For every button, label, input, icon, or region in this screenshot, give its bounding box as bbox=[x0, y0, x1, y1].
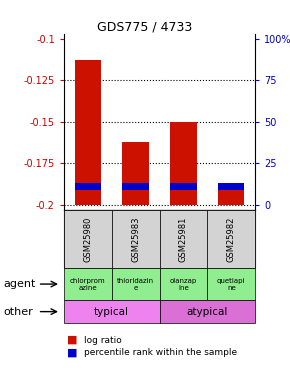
Bar bbox=[218, 185, 244, 205]
Text: thioridazin
e: thioridazin e bbox=[117, 278, 154, 291]
Bar bbox=[122, 183, 149, 190]
Bar bbox=[75, 183, 101, 190]
FancyBboxPatch shape bbox=[64, 268, 112, 300]
Text: chlorprom
azine: chlorprom azine bbox=[70, 278, 106, 291]
Text: GSM25981: GSM25981 bbox=[179, 216, 188, 262]
Text: GSM25982: GSM25982 bbox=[227, 216, 236, 262]
Bar bbox=[122, 142, 149, 205]
Bar bbox=[75, 60, 101, 205]
FancyBboxPatch shape bbox=[64, 300, 160, 323]
Text: GDS775 / 4733: GDS775 / 4733 bbox=[97, 21, 193, 34]
Text: GSM25980: GSM25980 bbox=[83, 216, 92, 262]
Bar bbox=[170, 183, 197, 190]
FancyBboxPatch shape bbox=[160, 210, 207, 268]
Bar bbox=[170, 122, 197, 205]
Text: other: other bbox=[3, 307, 33, 316]
FancyBboxPatch shape bbox=[160, 268, 207, 300]
Text: atypical: atypical bbox=[187, 307, 228, 316]
FancyBboxPatch shape bbox=[64, 210, 112, 268]
Text: ■: ■ bbox=[67, 335, 77, 345]
Text: GSM25983: GSM25983 bbox=[131, 216, 140, 262]
Text: typical: typical bbox=[94, 307, 129, 316]
FancyBboxPatch shape bbox=[112, 268, 160, 300]
FancyBboxPatch shape bbox=[160, 300, 255, 323]
Text: percentile rank within the sample: percentile rank within the sample bbox=[84, 348, 237, 357]
Bar bbox=[218, 183, 244, 190]
FancyBboxPatch shape bbox=[112, 210, 160, 268]
Text: quetiapi
ne: quetiapi ne bbox=[217, 278, 246, 291]
Text: olanzap
ine: olanzap ine bbox=[170, 278, 197, 291]
Text: log ratio: log ratio bbox=[84, 336, 122, 345]
FancyBboxPatch shape bbox=[207, 210, 255, 268]
FancyBboxPatch shape bbox=[207, 268, 255, 300]
Text: agent: agent bbox=[3, 279, 35, 289]
Text: ■: ■ bbox=[67, 348, 77, 357]
